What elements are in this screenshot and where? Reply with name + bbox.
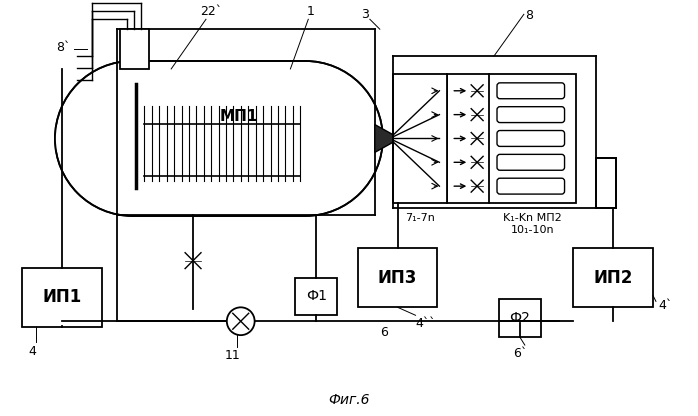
Bar: [22, 267, 102, 327]
FancyBboxPatch shape: [133, 61, 305, 216]
Bar: [499, 300, 541, 337]
Text: Фиг.6: Фиг.6: [328, 393, 370, 407]
Text: ИП1: ИП1: [43, 288, 82, 307]
FancyBboxPatch shape: [497, 83, 565, 99]
Bar: [295, 277, 337, 315]
Text: 4: 4: [28, 345, 36, 358]
Bar: [393, 74, 447, 203]
Text: 7₁-7n: 7₁-7n: [405, 213, 435, 223]
FancyBboxPatch shape: [497, 178, 565, 194]
Text: 10₁-10n: 10₁-10n: [511, 225, 555, 235]
Text: Ф2: Ф2: [510, 311, 530, 325]
Text: 8: 8: [525, 9, 533, 22]
FancyBboxPatch shape: [497, 131, 565, 146]
Polygon shape: [375, 124, 393, 152]
Text: 6`: 6`: [513, 347, 527, 360]
Bar: [447, 74, 577, 203]
Text: МП1: МП1: [220, 109, 258, 124]
Circle shape: [227, 307, 255, 335]
Text: Ф1: Ф1: [306, 290, 327, 303]
FancyBboxPatch shape: [497, 154, 565, 170]
Text: ИП3: ИП3: [378, 269, 417, 287]
Bar: [358, 248, 438, 307]
Text: 1: 1: [306, 5, 314, 18]
Text: 4`: 4`: [658, 300, 672, 312]
Text: 8`: 8`: [56, 41, 70, 54]
Text: K₁-Kn МП2: K₁-Kn МП2: [503, 213, 562, 223]
Text: 3: 3: [361, 8, 369, 21]
Text: 11: 11: [225, 349, 241, 362]
FancyBboxPatch shape: [497, 106, 565, 123]
Bar: [119, 29, 149, 69]
Text: 6: 6: [380, 326, 388, 339]
Bar: [596, 158, 616, 208]
Ellipse shape: [55, 61, 383, 216]
Text: ИП2: ИП2: [593, 269, 633, 287]
Text: 22`: 22`: [200, 5, 222, 18]
Bar: [574, 248, 653, 307]
Text: 4``: 4``: [415, 317, 436, 330]
